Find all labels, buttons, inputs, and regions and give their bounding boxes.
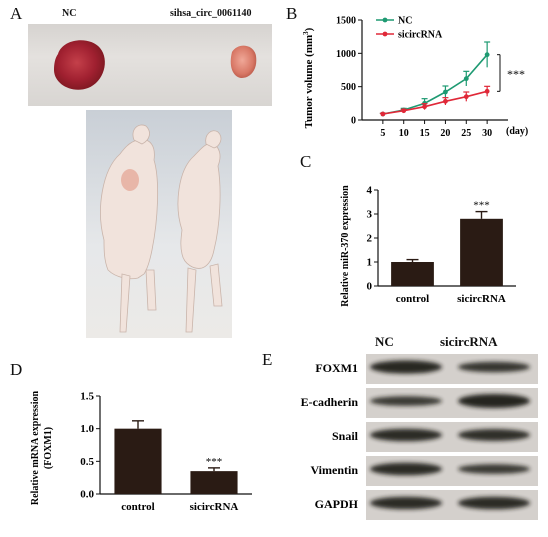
y-tick-label: 0.0 xyxy=(80,489,94,501)
legend-label-0: NC xyxy=(398,16,412,27)
tumor-volume-axes: 0 500 1000 1500 5 10 15 20 25 30 xyxy=(336,16,508,139)
western-blot-panel: FOXM1 E-cadherin Snail Vimentin GAPDH xyxy=(301,354,538,520)
mouse-left-tumor xyxy=(121,169,139,191)
y-tick-label: 4 xyxy=(367,185,373,197)
bar-significance: *** xyxy=(206,456,223,468)
data-point xyxy=(443,89,448,95)
mir370-chart: 0 1 2 3 4 control sicircRNA *** Relative miR-3… xyxy=(340,185,516,307)
blot-row-label: Snail xyxy=(332,429,359,443)
sicirc-tumor xyxy=(230,45,257,78)
blot-row-label: FOXM1 xyxy=(315,361,358,375)
panel-letter-a: A xyxy=(10,4,23,23)
mouse-right-body xyxy=(177,143,221,269)
y-tick-label: 0.5 xyxy=(80,456,94,468)
data-point xyxy=(401,108,407,114)
blot-band-nc xyxy=(370,496,442,510)
data-point xyxy=(484,88,490,94)
mice-photo xyxy=(86,110,232,338)
bar-significance: *** xyxy=(473,200,490,212)
y-tick-label: 500 xyxy=(341,82,356,93)
data-point xyxy=(484,52,490,58)
panel-letter-c: C xyxy=(300,152,312,171)
data-point xyxy=(422,104,427,110)
bar-sicircRNA xyxy=(460,218,503,286)
y-tick-label: 1500 xyxy=(336,16,356,27)
blot-band-nc xyxy=(370,360,442,374)
x-tick-label: 20 xyxy=(440,128,450,139)
category-label: sicircRNA xyxy=(457,293,506,305)
mouse-left-tail xyxy=(119,273,131,333)
blot-band-sicircrna xyxy=(458,361,530,373)
data-point xyxy=(443,98,448,104)
series-line-1 xyxy=(382,90,488,115)
panel-letter-e: E xyxy=(262,350,273,369)
y-tick-label: 2 xyxy=(367,233,373,245)
series-line-0 xyxy=(382,54,488,115)
mir370-bars: control sicircRNA *** xyxy=(391,200,506,305)
blot-band-nc xyxy=(370,396,442,406)
category-label: sicircRNA xyxy=(190,501,239,513)
bar-sicircRNA xyxy=(190,471,238,494)
blot-band-nc xyxy=(370,428,442,442)
x-tick-label: 25 xyxy=(461,128,471,139)
blot-col-sicircrna: sicircRNA xyxy=(440,334,498,349)
data-point xyxy=(463,76,469,82)
tumor-volume-ylabel: Tumor volume (mm3) xyxy=(302,27,315,128)
x-tick-label: 15 xyxy=(420,128,430,139)
tumor-label-sihsa: sihsa_circ_0061140 xyxy=(170,8,252,19)
tumor-volume-series xyxy=(379,41,491,117)
tumor-label-nc: NC xyxy=(62,8,77,19)
legend-marker-1 xyxy=(382,31,388,37)
data-point xyxy=(463,94,469,100)
blot-row-label: E-cadherin xyxy=(301,395,359,409)
y-tick-label: 1.0 xyxy=(80,423,94,435)
y-tick-label: 1000 xyxy=(336,49,356,60)
data-point xyxy=(380,111,386,117)
mouse-right-tail xyxy=(185,267,197,333)
foxm1-ylabel-line2: (FOXM1) xyxy=(43,427,54,469)
mice-graphic xyxy=(100,124,223,333)
blot-band-nc xyxy=(370,462,442,476)
y-tick-label: 1 xyxy=(367,257,373,269)
mir370-ylabel: Relative miR-370 expression xyxy=(340,185,351,307)
mouse-left-leg xyxy=(145,269,157,311)
foxm1-ylabel-line1: Relative mRNA expression xyxy=(30,390,41,505)
bar-control xyxy=(114,428,162,494)
tumor-photo xyxy=(28,24,272,106)
blot-band-sicircrna xyxy=(458,429,530,441)
mouse-right-leg xyxy=(209,263,223,307)
nc-tumor xyxy=(54,40,105,90)
western-blot-rows: FOXM1 E-cadherin Snail Vimentin GAPDH xyxy=(301,354,538,520)
tumor-volume-xunit: (day) xyxy=(506,126,528,137)
foxm1-mrna-bars: control sicircRNA *** xyxy=(114,420,239,513)
y-tick-label: 0 xyxy=(367,281,373,293)
tumor-volume-significance: *** xyxy=(507,67,525,81)
tumor-volume-legend: NC sicircRNA xyxy=(376,16,443,41)
category-label: control xyxy=(396,293,429,305)
panel-letter-d: D xyxy=(10,360,23,379)
x-tick-label: 5 xyxy=(380,128,385,139)
x-tick-label: 30 xyxy=(482,128,492,139)
y-tick-label: 0 xyxy=(351,116,356,127)
mouse-right-head xyxy=(205,130,222,149)
panel-letter-b: B xyxy=(286,4,298,23)
foxm1-mrna-chart: 0.0 0.5 1.0 1.5 control sicircRNA *** Relativ… xyxy=(30,390,252,513)
mouse-left-head xyxy=(132,124,150,145)
blot-row-label: GAPDH xyxy=(315,497,359,511)
category-label: control xyxy=(121,501,154,513)
legend-label-1: sicircRNA xyxy=(398,30,443,41)
y-tick-label: 3 xyxy=(367,209,373,221)
x-tick-label: 10 xyxy=(399,128,409,139)
mouse-left-body xyxy=(100,139,159,280)
legend-marker-0 xyxy=(382,17,388,23)
blot-band-sicircrna xyxy=(458,394,530,408)
blot-band-sicircrna xyxy=(458,496,530,510)
tumor-photo-graphic xyxy=(54,40,257,90)
y-tick-label: 1.5 xyxy=(80,391,94,403)
blot-band-sicircrna xyxy=(458,464,530,474)
blot-row-label: Vimentin xyxy=(310,463,358,477)
tumor-volume-chart: 0 500 1000 1500 5 10 15 20 25 30 NC sicircRNA Tumo… xyxy=(302,16,528,140)
bar-control xyxy=(391,262,434,286)
blot-col-nc: NC xyxy=(375,334,394,349)
